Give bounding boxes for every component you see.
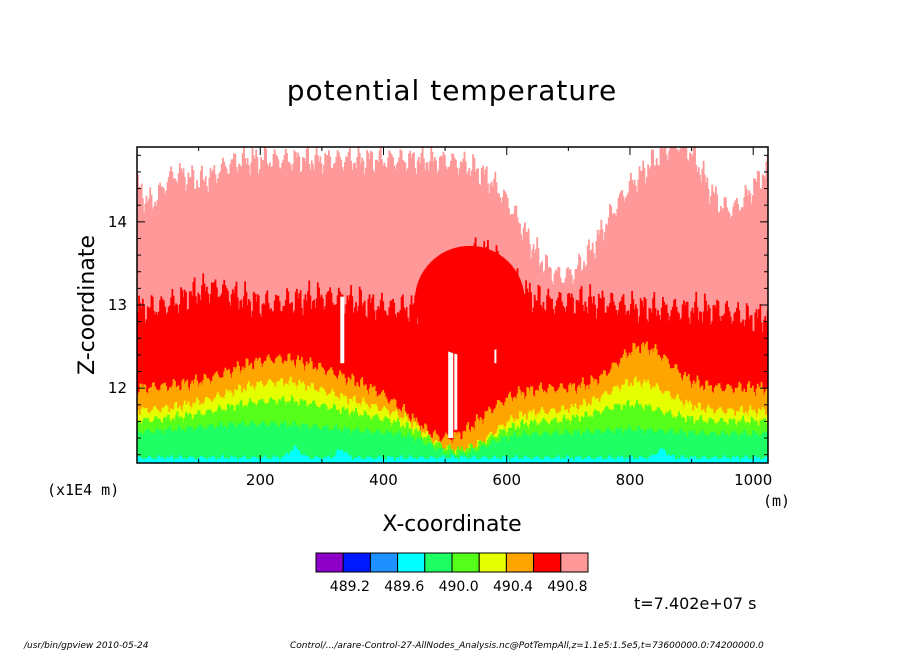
x-unit-label: (m) (763, 492, 791, 510)
colorbar-swatch-7 (505, 552, 535, 573)
colorbar (315, 552, 589, 573)
chart-title: potential temperature (286, 74, 618, 107)
colorbar-swatch-1 (342, 552, 371, 573)
colorbar-label-4: 490.8 (547, 579, 588, 595)
y-axis-label: Z-coordinate (75, 235, 100, 375)
footer-source: Control/.../arare-Control-27-AllNodes_An… (290, 641, 764, 651)
time-label: t=7.402e+07 s (634, 594, 757, 613)
colorbar-label-3: 490.4 (493, 579, 534, 595)
x-tick-label-2: 600 (492, 471, 521, 489)
heatmap-streak (454, 296, 458, 430)
x-tick-label-3: 800 (616, 471, 645, 489)
x-scale-note: (x1E4 m) (47, 481, 120, 499)
heatmap-layer-cyan (137, 445, 768, 463)
y-tick-label-0: 12 (108, 379, 127, 397)
heatmap-field (137, 147, 768, 463)
colorbar-swatch-9 (560, 552, 589, 573)
colorbar-swatch-0 (315, 552, 344, 573)
colorbar-label-1: 489.6 (384, 579, 425, 595)
colorbar-swatch-2 (369, 552, 399, 573)
colorbar-swatch-4 (424, 552, 453, 573)
colorbar-label-0: 489.2 (329, 579, 370, 595)
heatmap-streak (448, 271, 454, 438)
colorbar-label-2: 490.0 (438, 579, 479, 595)
colorbar-swatch-6 (478, 552, 507, 573)
y-tick-label-1: 13 (108, 296, 127, 314)
y-tick-label-2: 14 (108, 213, 127, 231)
x-tick-label-0: 200 (246, 471, 275, 489)
x-axis-label: X-coordinate (382, 512, 522, 537)
heatmap-core (414, 245, 525, 356)
footer-program: /usr/bin/gpview 2010-05-24 (24, 641, 149, 651)
colorbar-swatch-3 (397, 552, 426, 573)
heatmap-streak (340, 296, 345, 364)
x-tick-label-4: 1000 (734, 471, 772, 489)
x-tick-label-1: 400 (369, 471, 398, 489)
colorbar-swatch-5 (451, 552, 480, 573)
colorbar-swatch-8 (533, 552, 562, 573)
